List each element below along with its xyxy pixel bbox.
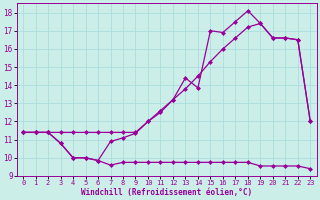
X-axis label: Windchill (Refroidissement éolien,°C): Windchill (Refroidissement éolien,°C) <box>81 188 252 197</box>
